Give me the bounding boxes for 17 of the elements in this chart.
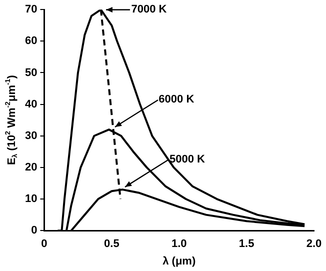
x-tick-label: 1.5 bbox=[238, 238, 254, 250]
y-tick-label: 30 bbox=[24, 130, 38, 142]
x-tick-label: 0 bbox=[41, 238, 48, 250]
annotation: 7000 K bbox=[131, 4, 167, 16]
annotation: 6000 K bbox=[158, 94, 194, 106]
annotation: 5000 K bbox=[169, 154, 205, 166]
y-tick-label: 10 bbox=[24, 193, 38, 206]
x-tick-label: 2.0 bbox=[306, 238, 322, 250]
y-tick-label: 70 bbox=[24, 4, 38, 16]
y-tick-label: 60 bbox=[24, 35, 38, 48]
x-tick-label: 1.0 bbox=[171, 238, 187, 250]
y-tick-label: 50 bbox=[24, 66, 38, 79]
y-tick-label: 0 bbox=[31, 224, 38, 237]
y-tick-label: 40 bbox=[24, 98, 38, 110]
x-axis-title: λ (μm) bbox=[162, 255, 196, 268]
y-tick-label: 20 bbox=[24, 161, 38, 174]
x-tick-label: 0.5 bbox=[104, 238, 120, 250]
